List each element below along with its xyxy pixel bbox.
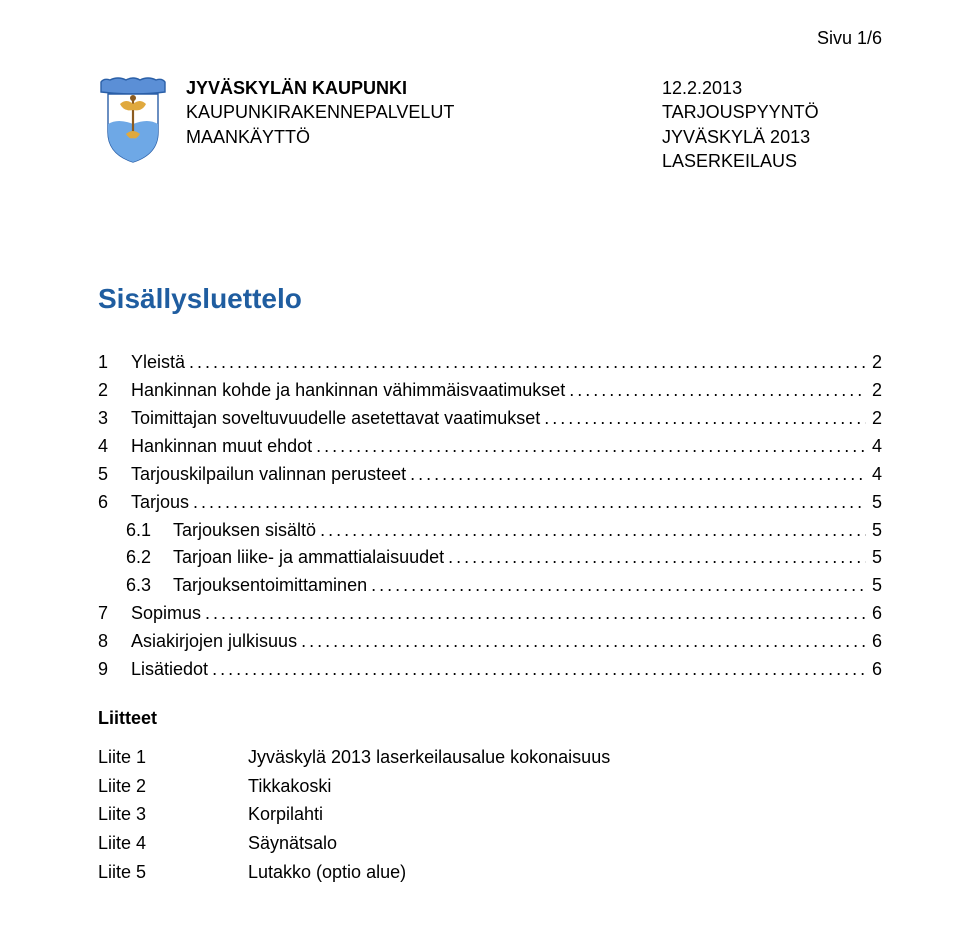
toc-leader-dots [367, 572, 866, 600]
toc-page: 5 [866, 517, 882, 545]
toc-entry: 2 Hankinnan kohde ja hankinnan vähimmäis… [98, 377, 882, 405]
org-unit: MAANKÄYTTÖ [186, 125, 454, 149]
toc-number: 6.3 [98, 572, 168, 600]
toc-page: 5 [866, 544, 882, 572]
header-text: JYVÄSKYLÄN KAUPUNKI KAUPUNKIRAKENNEPALVE… [186, 76, 882, 173]
attachment-key: Liite 2 [98, 772, 248, 801]
toc-number: 4 [98, 433, 126, 461]
toc-entry: 3 Toimittajan soveltuvuudelle asetettava… [98, 405, 882, 433]
toc-entry: 4 Hankinnan muut ehdot4 [98, 433, 882, 461]
attachment-value: Säynätsalo [248, 829, 337, 858]
attachments-list: Liite 1Jyväskylä 2013 laserkeilausalue k… [98, 743, 882, 887]
table-of-contents: 1 Yleistä22 Hankinnan kohde ja hankinnan… [98, 349, 882, 684]
toc-entry: 8 Asiakirjojen julkisuus 6 [98, 628, 882, 656]
toc-page: 6 [866, 600, 882, 628]
toc-entry: 6.3 Tarjouksentoimittaminen 5 [98, 572, 882, 600]
attachment-key: Liite 5 [98, 858, 248, 887]
attachment-key: Liite 4 [98, 829, 248, 858]
page-number: Sivu 1/6 [817, 28, 882, 49]
toc-number: 2 [98, 377, 126, 405]
toc-label: Toimittajan soveltuvuudelle asetettavat … [126, 405, 540, 433]
toc-entry: 6.1 Tarjouksen sisältö 5 [98, 517, 882, 545]
toc-label: Yleistä [126, 349, 185, 377]
attachments-title: Liitteet [98, 708, 882, 729]
toc-label: Hankinnan muut ehdot [126, 433, 312, 461]
toc-number: 9 [98, 656, 126, 684]
toc-page: 5 [866, 489, 882, 517]
toc-page: 4 [866, 433, 882, 461]
toc-leader-dots [316, 517, 866, 545]
toc-leader-dots [540, 405, 866, 433]
attachment-row: Liite 1Jyväskylä 2013 laserkeilausalue k… [98, 743, 882, 772]
toc-entry: 5 Tarjouskilpailun valinnan perusteet 4 [98, 461, 882, 489]
toc-leader-dots [565, 377, 866, 405]
toc-label: Tarjouksentoimittaminen [168, 572, 367, 600]
toc-leader-dots [189, 489, 866, 517]
toc-label: Tarjouksen sisältö [168, 517, 316, 545]
toc-label: Asiakirjojen julkisuus [126, 628, 297, 656]
toc-leader-dots [406, 461, 866, 489]
toc-page: 6 [866, 656, 882, 684]
toc-entry: 9 Lisätiedot 6 [98, 656, 882, 684]
toc-page: 2 [866, 405, 882, 433]
toc-page: 4 [866, 461, 882, 489]
toc-number: 7 [98, 600, 126, 628]
toc-page: 6 [866, 628, 882, 656]
toc-number: 6.1 [98, 517, 168, 545]
toc-page: 2 [866, 377, 882, 405]
attachment-value: Tikkakoski [248, 772, 331, 801]
doc-topic: LASERKEILAUS [662, 149, 882, 173]
toc-number: 1 [98, 349, 126, 377]
attachment-key: Liite 1 [98, 743, 248, 772]
doc-date: 12.2.2013 [662, 76, 882, 100]
document-page: Sivu 1/6 JYVÄSKYLÄN KAUPUNKI KAUPUNKIRAK… [0, 0, 960, 941]
toc-number: 6.2 [98, 544, 168, 572]
toc-number: 8 [98, 628, 126, 656]
toc-leader-dots [297, 628, 866, 656]
toc-number: 5 [98, 461, 126, 489]
letterhead: JYVÄSKYLÄN KAUPUNKI KAUPUNKIRAKENNEPALVE… [98, 76, 882, 173]
toc-label: Tarjouskilpailun valinnan perusteet [126, 461, 406, 489]
attachment-row: Liite 4Säynätsalo [98, 829, 882, 858]
toc-entry: 7 Sopimus 6 [98, 600, 882, 628]
attachment-value: Jyväskylä 2013 laserkeilausalue kokonais… [248, 743, 610, 772]
toc-label: Tarjoan liike- ja ammattialaisuudet [168, 544, 444, 572]
toc-label: Hankinnan kohde ja hankinnan vähimmäisva… [126, 377, 565, 405]
attachment-value: Lutakko (optio alue) [248, 858, 406, 887]
header-left: JYVÄSKYLÄN KAUPUNKI KAUPUNKIRAKENNEPALVE… [186, 76, 454, 173]
toc-label: Tarjous [126, 489, 189, 517]
toc-entry: 6.2 Tarjoan liike- ja ammattialaisuudet 5 [98, 544, 882, 572]
toc-page: 2 [866, 349, 882, 377]
org-dept: KAUPUNKIRAKENNEPALVELUT [186, 100, 454, 124]
attachment-value: Korpilahti [248, 800, 323, 829]
toc-leader-dots [444, 544, 866, 572]
toc-leader-dots [208, 656, 866, 684]
toc-entry: 1 Yleistä 2 [98, 349, 882, 377]
toc-label: Lisätiedot [126, 656, 208, 684]
attachment-row: Liite 2Tikkakoski [98, 772, 882, 801]
toc-number: 6 [98, 489, 126, 517]
city-crest-icon [98, 76, 168, 164]
toc-entry: 6 Tarjous 5 [98, 489, 882, 517]
toc-leader-dots [312, 433, 866, 461]
toc-page: 5 [866, 572, 882, 600]
attachment-row: Liite 5Lutakko (optio alue) [98, 858, 882, 887]
doc-type: TARJOUSPYYNTÖ [662, 100, 882, 124]
header-right: 12.2.2013 TARJOUSPYYNTÖ JYVÄSKYLÄ 2013 L… [662, 76, 882, 173]
attachment-key: Liite 3 [98, 800, 248, 829]
toc-leader-dots [185, 349, 866, 377]
toc-number: 3 [98, 405, 126, 433]
org-name: JYVÄSKYLÄN KAUPUNKI [186, 76, 454, 100]
toc-leader-dots [201, 600, 866, 628]
toc-title: Sisällysluettelo [98, 283, 882, 315]
doc-subject: JYVÄSKYLÄ 2013 [662, 125, 882, 149]
toc-label: Sopimus [126, 600, 201, 628]
attachment-row: Liite 3Korpilahti [98, 800, 882, 829]
